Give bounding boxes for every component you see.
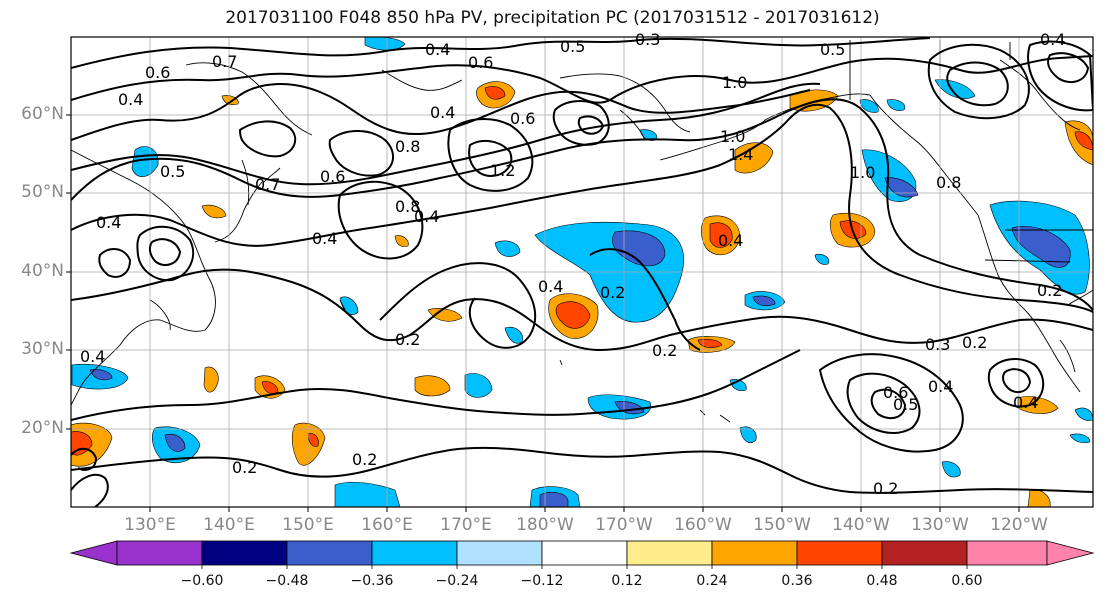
colorbar-tick-label: −0.48 [265, 573, 309, 589]
contour-label: 0.8 [395, 197, 420, 216]
lon-label: 170°E [440, 515, 492, 535]
contour-label: 0.4 [718, 231, 743, 250]
pv-contours [71, 37, 1093, 507]
lon-label: 150°E [282, 515, 334, 535]
contour-label: 0.8 [936, 173, 961, 192]
colorbar-tick-label: −0.12 [520, 573, 564, 589]
colorbar-tick-label: −0.60 [180, 573, 224, 589]
lon-label: 160°W [674, 515, 732, 535]
axis-ticks [66, 114, 1020, 512]
contour-label: 0.4 [538, 277, 563, 296]
lat-label: 20°N [21, 418, 64, 438]
contour-label: 1.0 [720, 127, 745, 146]
contour-label: 0.4 [80, 347, 105, 366]
colorbar [69, 540, 1095, 569]
contour-label: 0.4 [312, 229, 337, 248]
contour-label: 0.8 [395, 137, 420, 156]
contour-label: 0.4 [96, 213, 121, 232]
colorbar-tick-label: 0.24 [696, 573, 728, 589]
map-title: 2017031100 F048 850 hPa PV, precipitatio… [225, 8, 880, 28]
contour-label: 1.4 [728, 145, 753, 164]
contour-label: 0.5 [820, 40, 845, 59]
contour-label: 0.2 [652, 341, 677, 360]
contour-label: 1.0 [850, 163, 875, 182]
contour-label: 0.7 [212, 52, 237, 71]
contour-label: 1.2 [490, 161, 515, 180]
lon-label: 160°E [361, 515, 413, 535]
contour-label: 0.2 [1037, 281, 1062, 300]
contour-label: 0.6 [145, 63, 170, 82]
contour-label: 0.4 [414, 207, 439, 226]
gridlines [71, 37, 1093, 507]
contour-label: 0.3 [635, 30, 660, 49]
lon-label: 130°E [124, 515, 176, 535]
contour-label: 0.4 [928, 377, 953, 396]
lon-label: 140°E [203, 515, 255, 535]
lat-label: 30°N [21, 339, 64, 359]
colorbar-tick-label: 0.48 [866, 573, 898, 589]
contour-label: 0.6 [883, 383, 908, 402]
lon-label: 120°W [990, 515, 1048, 535]
lat-label: 40°N [21, 261, 64, 281]
colorbar-tick-label: 0.36 [781, 573, 813, 589]
contour-label: 0.4 [430, 103, 455, 122]
contour-labels: 0.4 0.5 0.3 0.4 0.6 0.7 0.6 0.4 0.5 0.4 … [80, 30, 1065, 498]
contour-label: 0.4 [118, 90, 143, 109]
contour-label: 0.5 [893, 395, 918, 414]
coastlines [71, 40, 1093, 423]
colorbar-tick-label: −0.36 [350, 573, 394, 589]
contour-label: 0.2 [600, 283, 625, 302]
lon-label: 170°W [595, 515, 653, 535]
contour-label: 0.7 [255, 175, 280, 194]
lon-label: 140°W [832, 515, 890, 535]
colorbar-tick-label: 0.12 [611, 573, 643, 589]
contour-label: 0.2 [873, 479, 898, 498]
contour-label: 0.4 [1013, 393, 1038, 412]
contour-label: 0.2 [232, 458, 257, 477]
contour-label: 1.0 [722, 73, 747, 92]
colorbar-tick-label: 0.60 [951, 573, 983, 589]
colorbar-extend-high [1046, 540, 1095, 566]
lon-label: 150°W [753, 515, 811, 535]
contour-label: 0.2 [352, 450, 377, 469]
contour-label: 0.6 [510, 109, 535, 128]
contour-label: 0.6 [468, 53, 493, 72]
contour-label: 0.2 [395, 330, 420, 349]
lat-label: 50°N [21, 182, 64, 202]
contour-label: 0.3 [925, 335, 950, 354]
contour-label: 0.4 [425, 40, 450, 59]
lon-label: 180°W [516, 515, 574, 535]
contour-label: 0.4 [1040, 30, 1065, 49]
contour-label: 0.5 [560, 37, 585, 56]
contour-label: 0.2 [962, 333, 987, 352]
lat-label: 60°N [21, 104, 64, 124]
lon-label: 130°W [911, 515, 969, 535]
colorbar-extend-low [69, 540, 118, 566]
contour-label: 0.5 [160, 162, 185, 181]
colorbar-tick-label: −0.24 [435, 573, 479, 589]
contour-label: 0.6 [320, 167, 345, 186]
